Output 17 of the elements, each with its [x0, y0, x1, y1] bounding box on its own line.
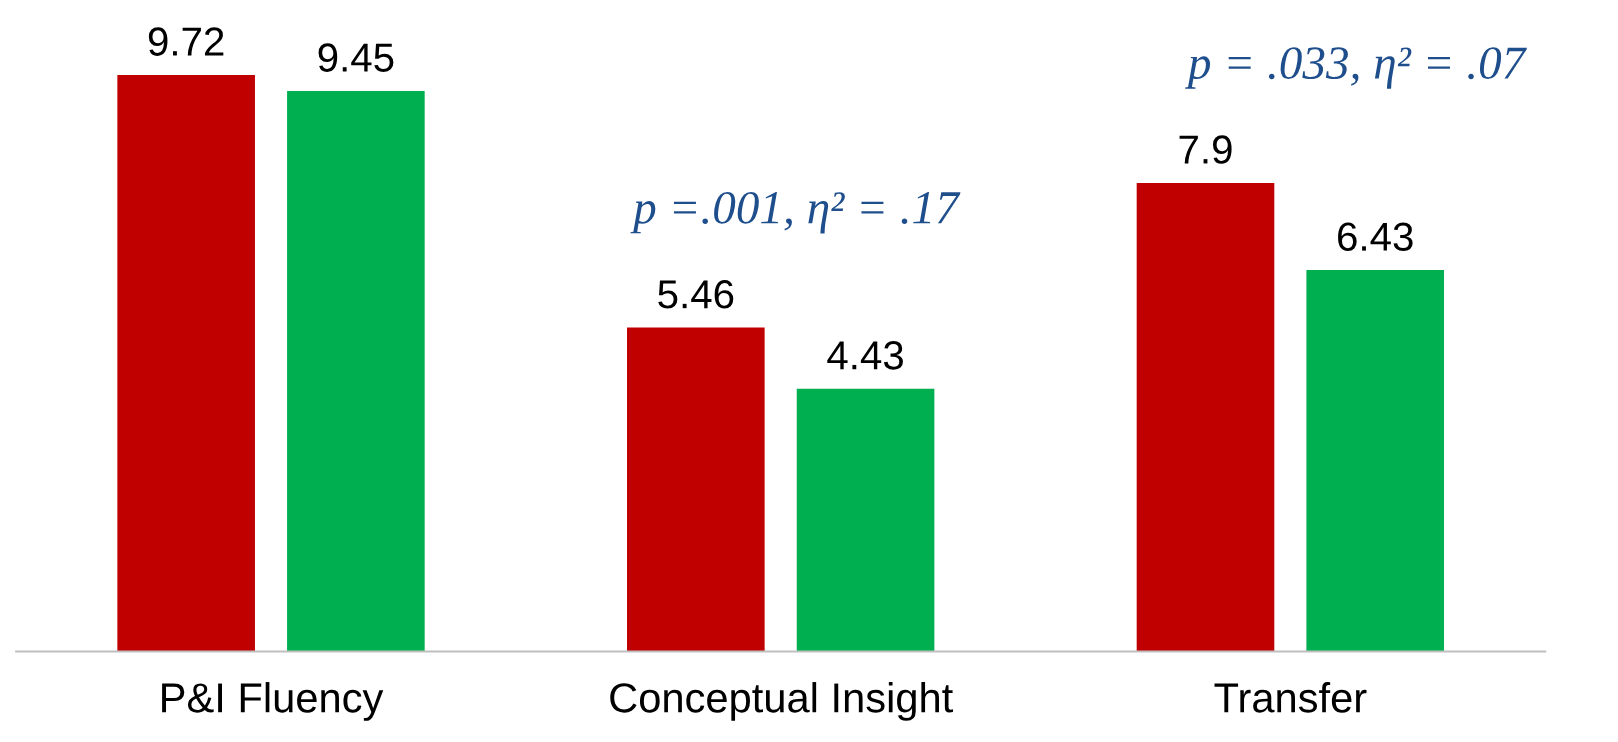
bar — [796, 388, 935, 652]
bar — [1136, 182, 1275, 652]
annotation: p = .033, η² = .07 — [1185, 47, 1527, 89]
x-tick-label: Conceptual Insight — [610, 682, 953, 721]
x-tick-label: Transfer — [1214, 682, 1367, 713]
data-label: 9.45 — [318, 43, 394, 72]
annotation: p =.001, η² = .17 — [630, 191, 961, 234]
bar — [287, 90, 425, 652]
bar — [627, 327, 765, 652]
bar — [117, 74, 255, 652]
data-label: 6.43 — [1338, 222, 1413, 252]
bar — [1306, 270, 1445, 652]
data-label: 4.43 — [827, 341, 903, 370]
data-label: 5.46 — [658, 280, 734, 309]
x-tick-label: P&I Fluency — [162, 682, 384, 721]
data-label: 7.9 — [1179, 135, 1232, 164]
data-label: 9.72 — [148, 27, 224, 56]
